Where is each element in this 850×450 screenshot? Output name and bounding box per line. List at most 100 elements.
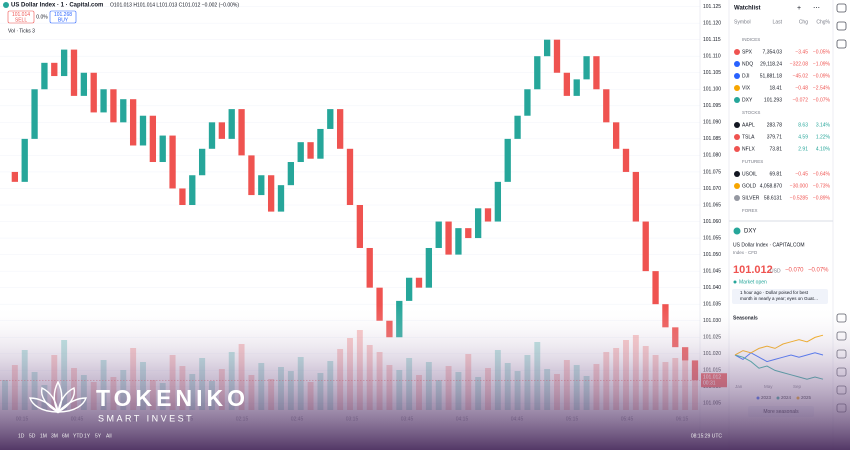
candle-body bbox=[41, 62, 48, 90]
y-tick-label: 101.105 bbox=[703, 70, 721, 76]
candle-body bbox=[218, 122, 226, 139]
candle-body bbox=[336, 109, 344, 149]
last: 51,881.18 bbox=[760, 73, 782, 79]
watchlist-title[interactable]: Watchlist bbox=[734, 6, 760, 12]
symbol[interactable]: DJI bbox=[742, 73, 750, 79]
candle-body bbox=[573, 79, 580, 96]
y-tick-label: 101.045 bbox=[703, 268, 721, 274]
symbol[interactable]: VIX bbox=[742, 85, 751, 91]
symbol[interactable]: SPX bbox=[742, 49, 753, 55]
candle-body bbox=[642, 221, 649, 272]
indicator-label: Vol · Ticks 3 bbox=[8, 28, 35, 34]
candle-body bbox=[258, 175, 265, 196]
candle-body bbox=[534, 56, 541, 90]
change: −0.45 bbox=[795, 171, 808, 177]
symbol-logo bbox=[734, 97, 740, 103]
symbol-logo bbox=[734, 73, 740, 79]
toolbar-icon[interactable] bbox=[836, 39, 847, 49]
candle-body bbox=[366, 247, 373, 288]
news-box[interactable] bbox=[732, 289, 828, 304]
range-button[interactable]: YTD bbox=[73, 433, 83, 439]
range-button[interactable]: 1D bbox=[18, 433, 25, 439]
symbol[interactable]: GOLD bbox=[742, 183, 757, 189]
candle-body bbox=[11, 171, 19, 182]
candle-body bbox=[90, 72, 97, 113]
symbol-title[interactable]: US Dollar Index · 1 · Capital.com bbox=[11, 3, 103, 9]
candle-body bbox=[80, 72, 88, 96]
range-button[interactable]: 1Y bbox=[84, 433, 91, 439]
range-button[interactable]: 6M bbox=[62, 433, 69, 439]
change: −3.45 bbox=[795, 49, 808, 55]
candle-body bbox=[603, 89, 610, 123]
last: 101.293 bbox=[764, 97, 782, 103]
symbol[interactable]: NFLX bbox=[742, 146, 755, 152]
candle-body bbox=[60, 49, 68, 77]
y-tick-label: 101.065 bbox=[703, 202, 721, 208]
range-button[interactable]: 1M bbox=[40, 433, 47, 439]
candle-body bbox=[267, 175, 275, 212]
y-tick-label: 101.100 bbox=[703, 87, 721, 93]
candle-body bbox=[553, 39, 561, 73]
candle-body bbox=[484, 208, 492, 222]
toolbar-icon[interactable] bbox=[836, 21, 847, 31]
column-header: Chg% bbox=[816, 19, 830, 25]
candle-body bbox=[376, 287, 383, 321]
section-header: FOREX bbox=[742, 208, 758, 213]
candle-body bbox=[612, 122, 620, 149]
symbol[interactable]: SILVER bbox=[742, 195, 760, 201]
change: 2.91 bbox=[798, 146, 808, 152]
y-tick-label: 101.035 bbox=[703, 302, 721, 308]
change: −0.072 bbox=[793, 97, 809, 103]
last: 18.41 bbox=[769, 85, 782, 91]
column-header: Symbol bbox=[734, 19, 751, 25]
range-button[interactable]: 3M bbox=[51, 433, 58, 439]
change: 4.59 bbox=[798, 134, 808, 140]
candle-body bbox=[622, 148, 630, 172]
symbol-logo bbox=[734, 134, 740, 140]
symbol[interactable]: NDQ bbox=[742, 61, 753, 67]
candle-body bbox=[445, 221, 452, 255]
change: −45.02 bbox=[793, 73, 809, 79]
last: 283.78 bbox=[767, 122, 783, 128]
symbol-logo bbox=[734, 171, 740, 177]
lotus-petal bbox=[29, 397, 60, 413]
sell-button[interactable] bbox=[7, 10, 35, 24]
sell-price: 101.014 bbox=[12, 12, 30, 18]
change-pct: −0.09% bbox=[813, 73, 831, 79]
add-icon: + bbox=[797, 5, 801, 12]
candle-body bbox=[248, 155, 255, 196]
lotus-petal bbox=[56, 397, 87, 413]
symbol-logo bbox=[734, 122, 740, 128]
column-header: Chg bbox=[799, 19, 808, 25]
toolbar-icon[interactable] bbox=[836, 3, 847, 13]
range-button[interactable]: 5D bbox=[29, 433, 36, 439]
y-tick-label: 101.080 bbox=[703, 153, 721, 159]
change-pct: −0.05% bbox=[813, 49, 831, 55]
change-pct: −0.07% bbox=[813, 97, 831, 103]
buy-button[interactable] bbox=[49, 10, 77, 24]
range-button[interactable]: 5Y bbox=[95, 433, 102, 439]
change-pct: −2.54% bbox=[813, 85, 831, 91]
candle-body bbox=[287, 162, 295, 186]
candle-body bbox=[198, 148, 206, 176]
candle-body bbox=[70, 49, 78, 96]
symbol-logo bbox=[734, 61, 740, 67]
section-header: FUTURES bbox=[742, 159, 763, 164]
details-price: 101.012 bbox=[733, 264, 773, 276]
y-tick-label: 101.110 bbox=[703, 54, 721, 60]
symbol[interactable]: USOIL bbox=[742, 171, 757, 177]
candle-body bbox=[149, 115, 157, 163]
symbol-logo bbox=[734, 195, 740, 201]
market-status: Market open bbox=[739, 279, 767, 285]
symbol[interactable]: TSLA bbox=[742, 134, 755, 140]
symbol-logo bbox=[734, 49, 740, 55]
symbol[interactable]: DXY bbox=[742, 97, 753, 103]
lotus-petal bbox=[57, 386, 76, 414]
candle-body bbox=[189, 175, 196, 205]
symbol[interactable]: AAPL bbox=[742, 122, 755, 128]
range-button[interactable]: All bbox=[106, 433, 112, 439]
last: 7,354.03 bbox=[763, 49, 783, 55]
details-kind: Index · CFD bbox=[733, 250, 758, 255]
candle-body bbox=[169, 135, 176, 189]
change-pct: −0.73% bbox=[813, 183, 831, 189]
